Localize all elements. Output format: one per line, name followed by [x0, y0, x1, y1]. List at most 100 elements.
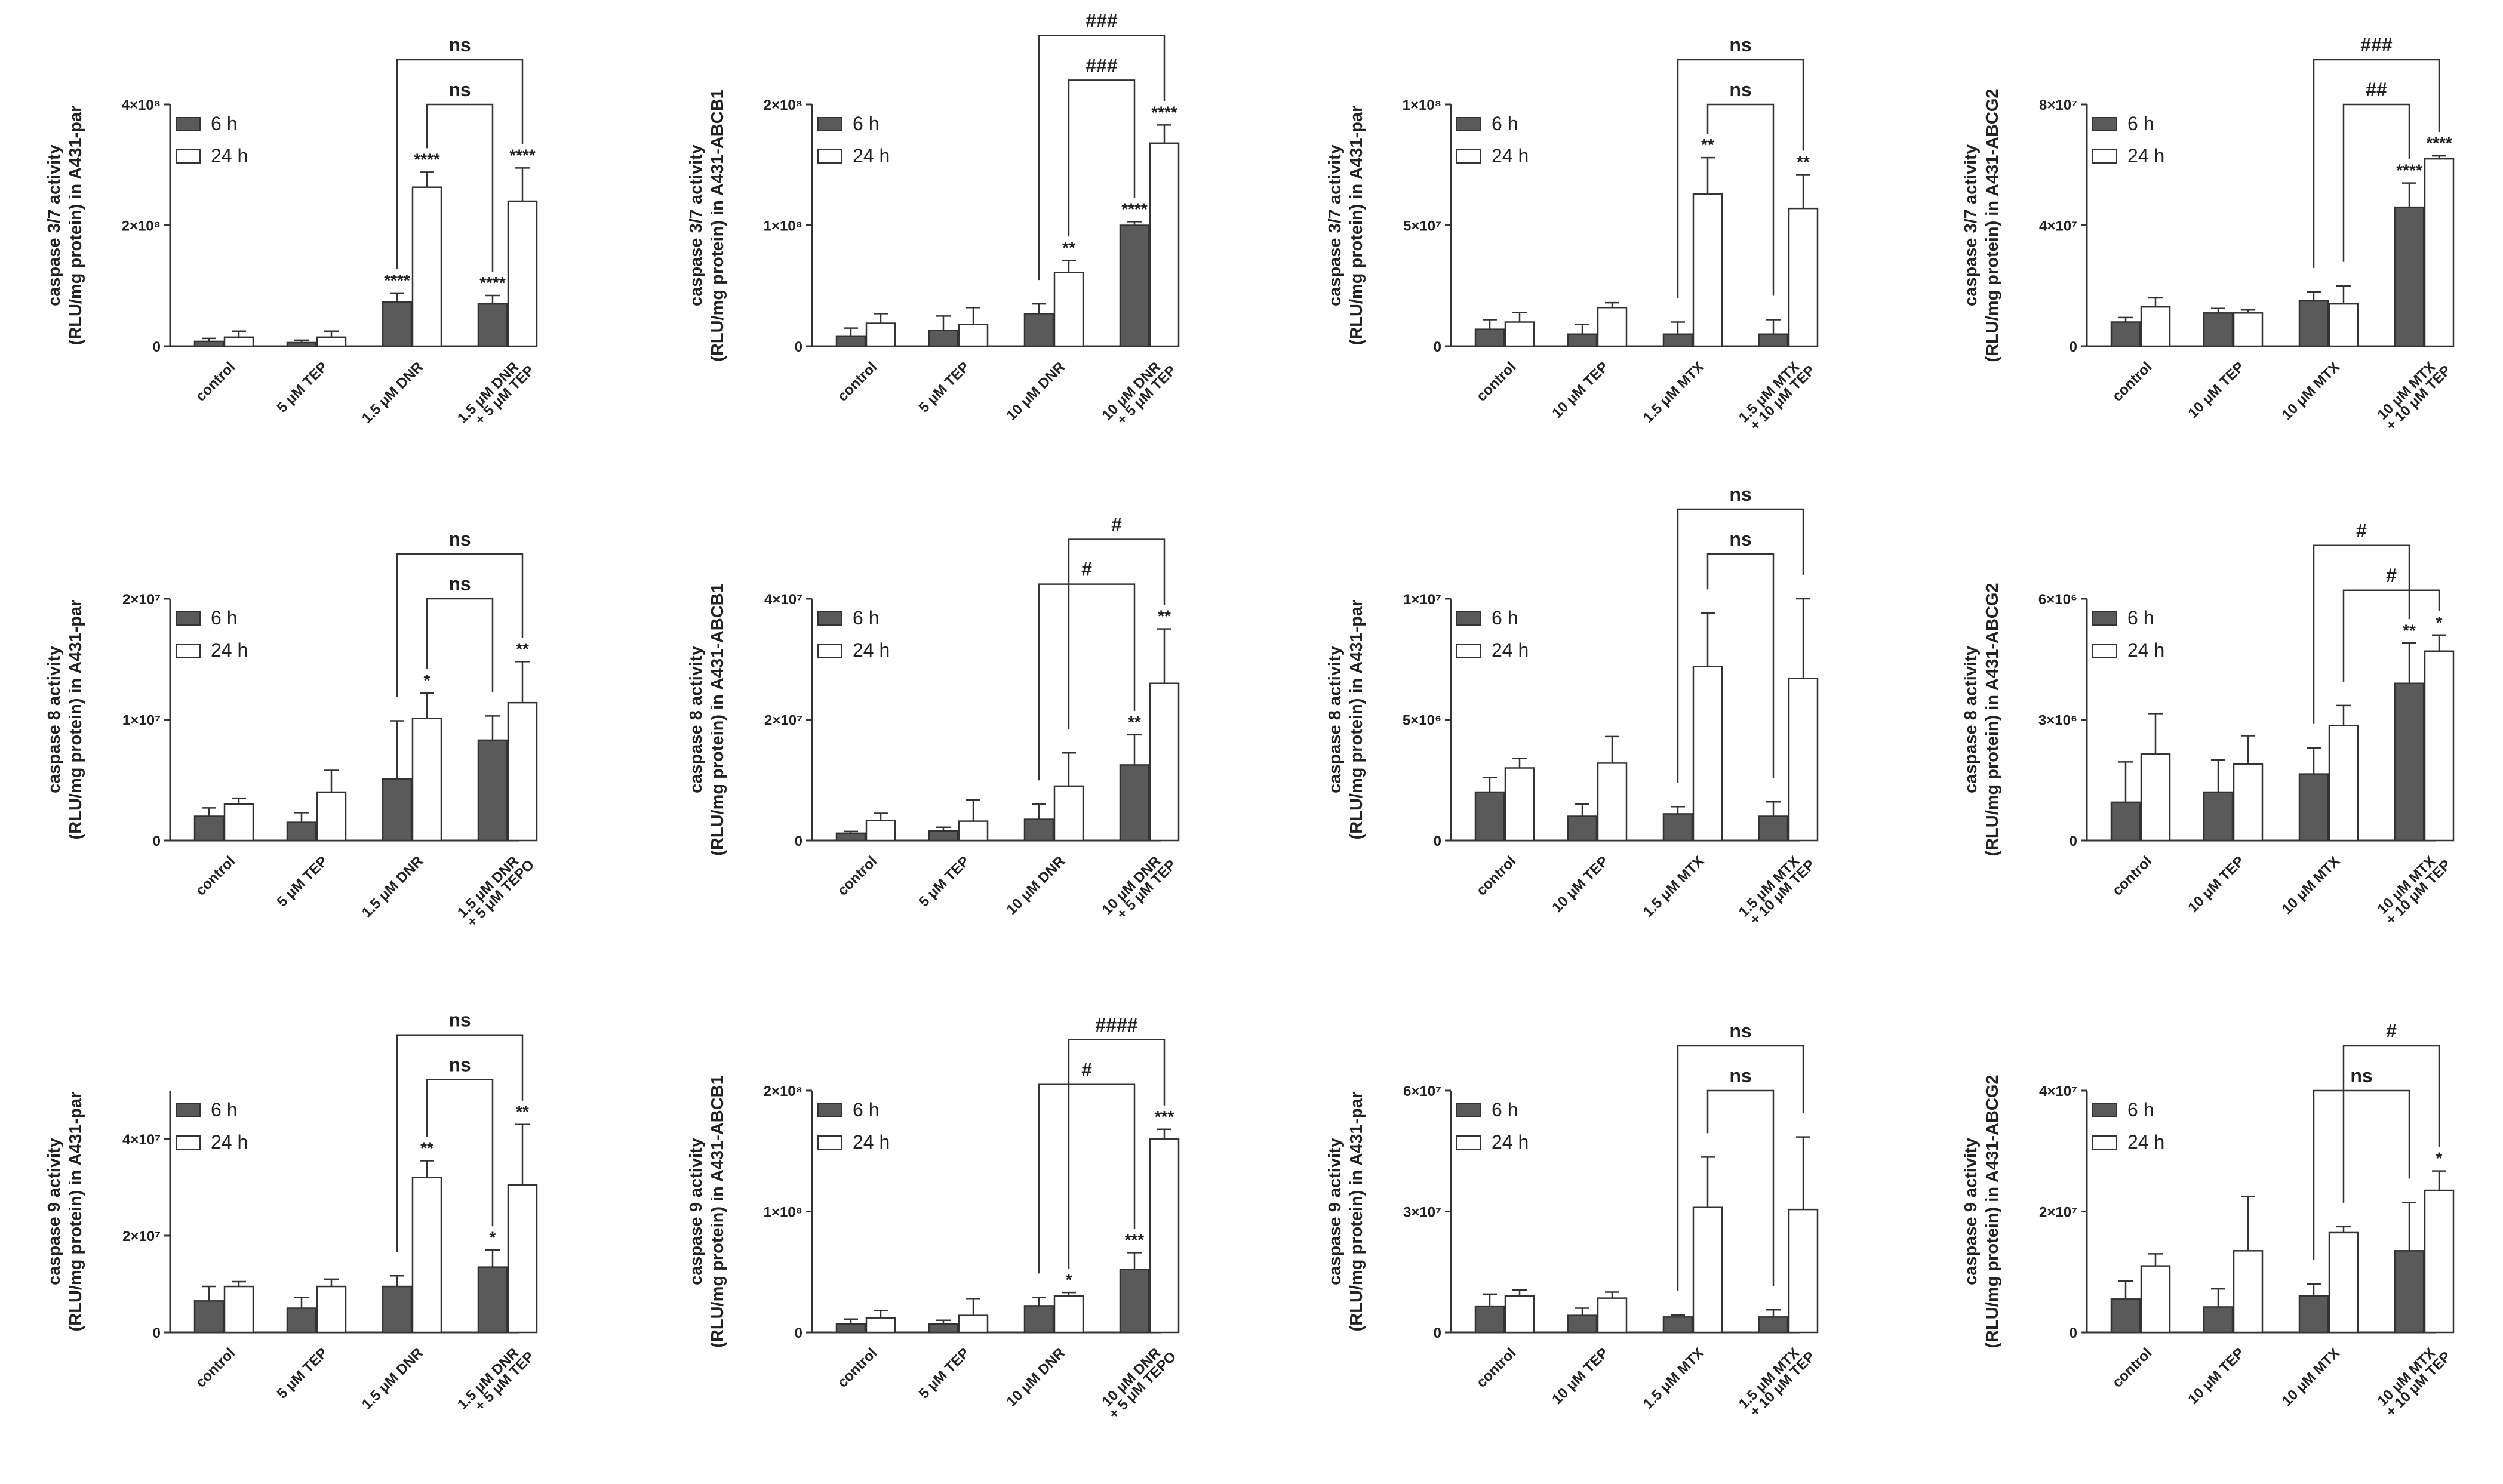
comparison-bracket: [396, 553, 524, 697]
x-tick-label: 5 μM TEP: [916, 853, 973, 910]
bar-6h: [1662, 333, 1693, 347]
comparison-bracket: [1038, 583, 1136, 781]
x-tick-label: 1.5 μM DNR: [359, 1345, 426, 1412]
y-tick-label: 4×10⁷: [764, 592, 802, 608]
bar-24h: [1597, 306, 1628, 347]
x-tick-label: 10 μM MTX: [2278, 853, 2343, 918]
x-tick-label: 10 μM TEP: [1549, 853, 1612, 916]
bar-24h: [1504, 767, 1535, 842]
significance-stars: **: [1128, 713, 1141, 731]
bar-24h: [411, 186, 442, 347]
chart-panel-1: 0 2×10⁸ 4×10⁸ caspase 3/7 activity (RLU/mg p…: [45, 34, 538, 428]
bar-6h: [1119, 224, 1150, 347]
bar-24h: [2140, 306, 2171, 347]
bar-6h: [2110, 801, 2141, 842]
bar-24h: [2233, 312, 2264, 347]
chart-panel-7: 0 5×10⁶ 1×10⁷ caspase 8 activity (RLU/mg pro…: [1326, 484, 1819, 928]
y-axis-label: caspase 8 activity: [45, 646, 64, 793]
bar-6h: [1567, 333, 1598, 347]
x-tick-label: control: [835, 853, 881, 899]
comparison-bracket: [426, 1079, 494, 1227]
comparison-bracket: [1677, 59, 1804, 298]
y-axis-label: (RLU/mg protein) in A431-ABCB1: [708, 89, 727, 362]
x-tick-label: 5 μM TEP: [916, 359, 973, 415]
legend-swatch-24h: [817, 1135, 842, 1150]
y-axis-label: (RLU/mg protein) in A431-par: [66, 600, 85, 840]
y-tick-label: 1×10⁷: [122, 713, 161, 729]
x-tick-label: 5 μM TEP: [274, 1345, 331, 1402]
bracket-label: ns: [1729, 1065, 1751, 1086]
y-tick-label: 5×10⁶: [1403, 713, 1441, 729]
x-tick-label: 10 μM TEP: [2185, 359, 2247, 421]
y-tick-label: 0: [153, 339, 161, 355]
x-tick-label: 1.5 μM MTX: [1640, 1345, 1707, 1412]
x-tick-label: 10 μM DNR: [1004, 359, 1069, 424]
chart-panel-9: 0 2×10⁷ 4×10⁷ caspase 9 activity (RLU/mg pro…: [45, 1009, 538, 1414]
bracket-label: ns: [1729, 1020, 1751, 1042]
comparison-bracket: [1706, 553, 1775, 778]
significance-stars: **: [1062, 238, 1075, 257]
legend-label-24h: 24 h: [2127, 145, 2164, 167]
bar-6h: [193, 340, 225, 347]
bar-6h: [928, 1323, 959, 1334]
y-tick-label: 4×10⁷: [2039, 218, 2077, 235]
bar-6h: [1023, 1305, 1054, 1334]
bracket-label: ns: [448, 34, 471, 56]
bar-24h: [1053, 272, 1084, 347]
y-axis-label: caspase 9 activity: [1961, 1138, 1981, 1285]
legend-label-24h: 24 h: [853, 639, 890, 661]
bar-24h: [1149, 682, 1180, 842]
x-tick-label: 5 μM TEP: [916, 1345, 973, 1402]
bracket-label: ns: [1729, 34, 1751, 56]
bar-24h: [958, 1314, 989, 1334]
y-tick-label: 1×10⁸: [764, 218, 802, 235]
y-axis-label: (RLU/mg protein) in A431-ABCB1: [708, 1075, 727, 1348]
chart-panel-8: 0 3×10⁶ 6×10⁶ caspase 8 activity (RLU/mg pro…: [1961, 520, 2455, 928]
bar-24h: [1053, 785, 1084, 842]
bar-24h: [1692, 193, 1723, 347]
significance-stars: ****: [509, 146, 536, 164]
y-tick-label: 2×10⁸: [122, 218, 161, 235]
legend-label-6h: 6 h: [2127, 1099, 2154, 1120]
y-axis-label: (RLU/mg protein) in A431-ABCG2: [1983, 583, 2002, 856]
bar-24h: [2424, 158, 2455, 347]
chart-panel-2: 0 1×10⁸ 2×10⁸ caspase 3/7 activity (RLU/mg p…: [687, 10, 1180, 428]
y-axis-label: caspase 9 activity: [1326, 1138, 1345, 1285]
bar-24h: [1788, 1208, 1819, 1334]
y-axis-label: caspase 8 activity: [1326, 646, 1345, 793]
bar-24h: [223, 336, 254, 347]
bar-24h: [1504, 321, 1535, 347]
bar-24h: [411, 718, 442, 842]
legend-label-6h: 6 h: [853, 113, 879, 134]
y-axis-label: caspase 3/7 activity: [45, 144, 64, 306]
bracket-label: ns: [448, 1054, 471, 1076]
significance-stars: *: [424, 671, 431, 689]
y-tick-label: 0: [1434, 1325, 1441, 1341]
y-axis-label: (RLU/mg protein) in A431-ABCG2: [1983, 1074, 2002, 1348]
bracket-label: ###: [1086, 54, 1118, 76]
legend-swatch-24h: [2092, 644, 2117, 658]
bar-24h: [507, 1184, 538, 1334]
bar-6h: [2394, 206, 2425, 347]
bracket-label: ns: [1729, 528, 1751, 550]
x-tick-label: control: [1474, 359, 1520, 405]
y-tick-label: 3×10⁷: [1403, 1205, 1441, 1221]
significance-stars: **: [1701, 136, 1714, 154]
bracket-label: ns: [1729, 79, 1751, 100]
y-axis-label: (RLU/mg protein) in A431-ABCG2: [1983, 88, 2002, 362]
bar-24h: [1149, 142, 1180, 347]
x-tick-label: control: [2110, 853, 2155, 899]
bar-6h: [477, 1266, 508, 1334]
significance-stars: ****: [384, 271, 410, 290]
legend-swatch-24h: [2092, 149, 2117, 164]
legend-label-6h: 6 h: [2127, 113, 2154, 134]
comparison-bracket: [2342, 1045, 2440, 1203]
legend-label-6h: 6 h: [853, 607, 879, 629]
bar-24h: [1692, 1206, 1723, 1334]
significance-stars: ****: [1151, 103, 1177, 121]
legend-swatch-6h: [176, 117, 201, 131]
bracket-label: ns: [448, 1009, 471, 1031]
bar-24h: [865, 820, 896, 842]
bracket-label: ns: [448, 528, 471, 550]
